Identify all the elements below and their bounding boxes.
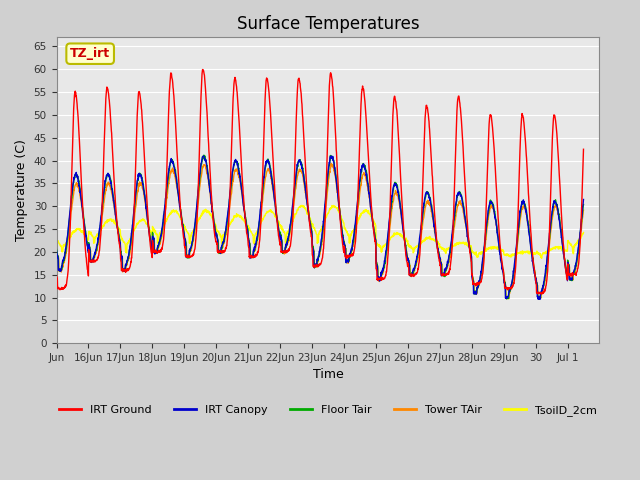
TsoilD_2cm [538,255,545,261]
TsoilD_2cm [468,249,476,255]
IRT Canopy [580,197,588,203]
TsoilD_2cm [580,229,588,235]
Floor Tair [309,244,317,250]
IRT Ground [468,270,476,276]
IRT Ground [565,272,573,278]
Line: IRT Ground: IRT Ground [56,70,584,294]
TsoilD_2cm [309,224,317,230]
Tower TAir [79,215,87,220]
Floor Tair [52,247,60,252]
Floor Tair [295,157,303,163]
Floor Tair [503,296,511,302]
TsoilD_2cm [565,240,573,245]
IRT Canopy [468,273,476,278]
Line: TsoilD_2cm: TsoilD_2cm [56,205,584,258]
IRT Canopy [52,248,60,253]
Floor Tair [79,212,87,218]
Floor Tair [580,202,588,207]
Floor Tair [564,262,572,268]
TsoilD_2cm [564,240,572,246]
IRT Canopy [564,263,572,268]
Title: Surface Temperatures: Surface Temperatures [237,15,419,33]
Tower TAir [468,271,476,276]
Line: Floor Tair: Floor Tair [56,155,584,299]
TsoilD_2cm [298,203,306,208]
IRT Ground [538,291,546,297]
Line: IRT Canopy: IRT Canopy [56,156,584,299]
IRT Ground [309,263,317,269]
Tower TAir [580,207,588,213]
Tower TAir [295,168,303,174]
Tower TAir [565,262,573,267]
TsoilD_2cm [79,229,87,235]
IRT Canopy [79,216,87,221]
Tower TAir [503,296,511,302]
IRT Ground [52,272,60,278]
IRT Canopy [536,296,543,302]
Text: TZ_irt: TZ_irt [70,47,110,60]
Line: Tower TAir: Tower TAir [56,163,584,299]
TsoilD_2cm [52,238,60,243]
Legend: IRT Ground, IRT Canopy, Floor Tair, Tower TAir, TsoilD_2cm: IRT Ground, IRT Canopy, Floor Tair, Towe… [54,401,602,420]
Floor Tair [565,262,573,267]
IRT Ground [295,75,303,81]
Floor Tair [200,152,208,158]
IRT Canopy [200,153,207,159]
IRT Ground [580,146,588,152]
IRT Ground [79,218,87,224]
TsoilD_2cm [295,204,303,210]
Floor Tair [468,271,476,276]
X-axis label: Time: Time [312,369,344,382]
IRT Canopy [309,246,317,252]
IRT Ground [564,264,572,270]
IRT Canopy [295,158,303,164]
IRT Ground [199,67,207,72]
Y-axis label: Temperature (C): Temperature (C) [15,139,28,241]
Tower TAir [309,243,317,249]
Tower TAir [328,160,335,166]
Tower TAir [564,261,572,267]
Tower TAir [52,249,60,255]
IRT Canopy [565,263,573,269]
